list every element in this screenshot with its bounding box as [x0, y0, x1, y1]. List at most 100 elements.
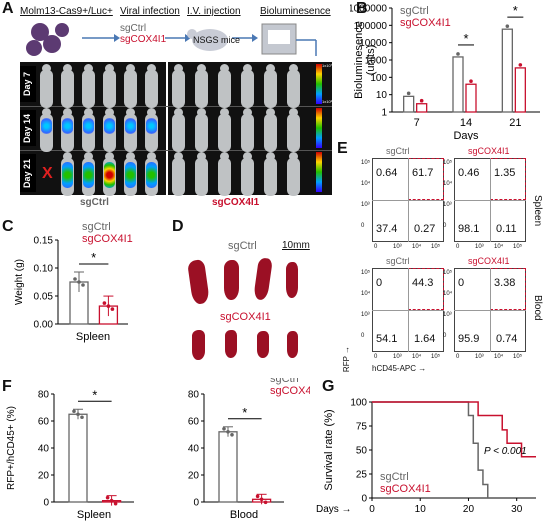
mouse-image	[40, 108, 53, 152]
mouse-image	[287, 108, 300, 152]
data-point	[255, 494, 260, 499]
axis-tick-label: 0	[456, 244, 460, 250]
spleen-sgcox4i1	[257, 331, 269, 358]
axis-tick-label: 10⁵	[431, 354, 441, 360]
panel-label-a: A	[2, 0, 14, 17]
axis-tick-label: 10⁵	[361, 270, 371, 276]
panel-label-e: E	[337, 140, 348, 157]
spleen-weight-chart: 0.00 0.05 0.10 0.15 Weight (g) * Spleen sgCtrls…	[14, 221, 133, 343]
significance-mark: *	[513, 3, 518, 18]
bar	[465, 83, 477, 113]
axis-tick-label: 10⁴	[443, 181, 453, 187]
bar	[218, 431, 238, 503]
axis-tick-label: 10³	[443, 312, 452, 318]
axis-tick-label: 10⁵	[443, 160, 453, 166]
mouse-image	[241, 152, 254, 196]
step-iv-injection: I.V. injection	[187, 6, 241, 17]
mouse-image	[287, 64, 300, 108]
day-label-21: Day 21	[22, 158, 32, 188]
quadrant-value: 0.46	[458, 167, 480, 179]
y-tick-label: 20	[38, 471, 50, 482]
axis-tick-label: 10⁴	[361, 291, 371, 297]
y-tick-label: 10	[376, 90, 388, 101]
day-label-14: Day 14	[22, 113, 32, 143]
quadrant-value: 0	[458, 277, 465, 289]
mouse-image	[82, 64, 95, 108]
mouse-image	[195, 152, 208, 196]
data-point	[263, 500, 268, 505]
mouse-image	[103, 64, 116, 108]
axis-tick-label: 10³	[361, 202, 370, 208]
panel-label-g: G	[322, 378, 335, 395]
bioluminescence-chart: 1 10 100 1000 10000 100000 1000000 Bioluminesen…	[350, 3, 540, 140]
mouse-image	[82, 152, 95, 196]
axis-tick-label: 10⁵	[361, 160, 371, 166]
mouse-image	[103, 152, 116, 196]
x-tick-label: 10	[415, 504, 427, 515]
luminescence-signal	[104, 162, 115, 188]
mouse-image	[103, 108, 116, 152]
legend-entry: sgCOX4I1	[380, 483, 431, 495]
axis-tick-label: 10³	[393, 354, 402, 360]
y-tick-label: 80	[38, 390, 50, 401]
quadrant-value: 1.35	[494, 167, 516, 179]
data-point	[230, 433, 234, 437]
p-value: P < 0.001	[484, 446, 527, 457]
axis-tick-label: 10⁵	[513, 244, 523, 250]
axis-tick-label: 10⁵	[443, 270, 453, 276]
axis-tick-label: 10⁴	[443, 291, 453, 297]
spleen-engraftment-chart: 0 20 40 60 80 RFP+/hCD45+ (%) * Spleen	[6, 387, 134, 521]
data-point	[80, 415, 84, 420]
step-viral-infection: Viral infection	[120, 6, 180, 17]
y-tick-label: 25	[356, 470, 368, 481]
luminescence-signal	[83, 118, 94, 134]
data-point	[226, 430, 230, 434]
mouse-image	[195, 64, 208, 108]
luminescence-signal	[146, 162, 157, 188]
mouse-image	[61, 64, 74, 108]
axis-tick-label: 10³	[443, 202, 452, 208]
x-axis-label: Days →	[316, 504, 352, 515]
data-point	[113, 501, 118, 506]
e-y-axis-label: RFP →	[342, 346, 351, 373]
quadrant-value: 37.4	[376, 223, 398, 235]
significance-mark: *	[463, 31, 468, 46]
mouse-image	[145, 64, 158, 108]
quadrant-divider	[408, 158, 409, 242]
data-point	[110, 307, 115, 311]
significance-mark: *	[91, 250, 96, 265]
quadrant-value: 0.27	[414, 223, 436, 235]
x-tick-label: Spleen	[77, 509, 111, 521]
data-point	[105, 495, 110, 500]
axis-tick-label: 10⁴	[412, 244, 422, 250]
axis-tick-label: 0	[443, 223, 447, 229]
spleen-sgctrl	[187, 259, 210, 305]
x-tick-label: 21	[509, 117, 521, 129]
y-axis-label: Survival rate (%)	[323, 409, 335, 490]
mouse-image	[145, 152, 158, 196]
axis-tick-label: 0	[374, 354, 378, 360]
quadrant-value: 0.74	[496, 333, 518, 345]
y-axis-label: RFP+/hCD45+ (%)	[6, 406, 17, 490]
quadrant-value: 61.7	[412, 167, 434, 179]
quadrant-value: 95.9	[458, 333, 480, 345]
legend-entry: sgCtrl	[400, 5, 429, 17]
survival-curve	[372, 401, 536, 458]
axis-tick-label: 0	[361, 223, 365, 229]
flow-group-label: sgCtrl	[386, 146, 410, 156]
y-tick-label: 40	[38, 444, 50, 455]
e-x-axis-label: hCD45-APC →	[372, 364, 427, 373]
panel-label-f: F	[2, 378, 12, 395]
y-axis-label: Bioluminesence	[353, 21, 365, 99]
spleen-sgctrl	[286, 262, 298, 298]
y-tick-label: 60	[38, 417, 50, 428]
quadrant-value: 3.38	[494, 277, 516, 289]
quadrant-gate	[490, 268, 526, 310]
mouse-image	[264, 152, 277, 196]
data-point	[73, 277, 77, 281]
legend-entry: sgCOX4I1	[270, 385, 310, 397]
mouse-image	[218, 64, 231, 108]
y-tick-label: 0.05	[34, 292, 54, 303]
spleen-group-sgctrl: sgCtrl	[228, 240, 257, 252]
